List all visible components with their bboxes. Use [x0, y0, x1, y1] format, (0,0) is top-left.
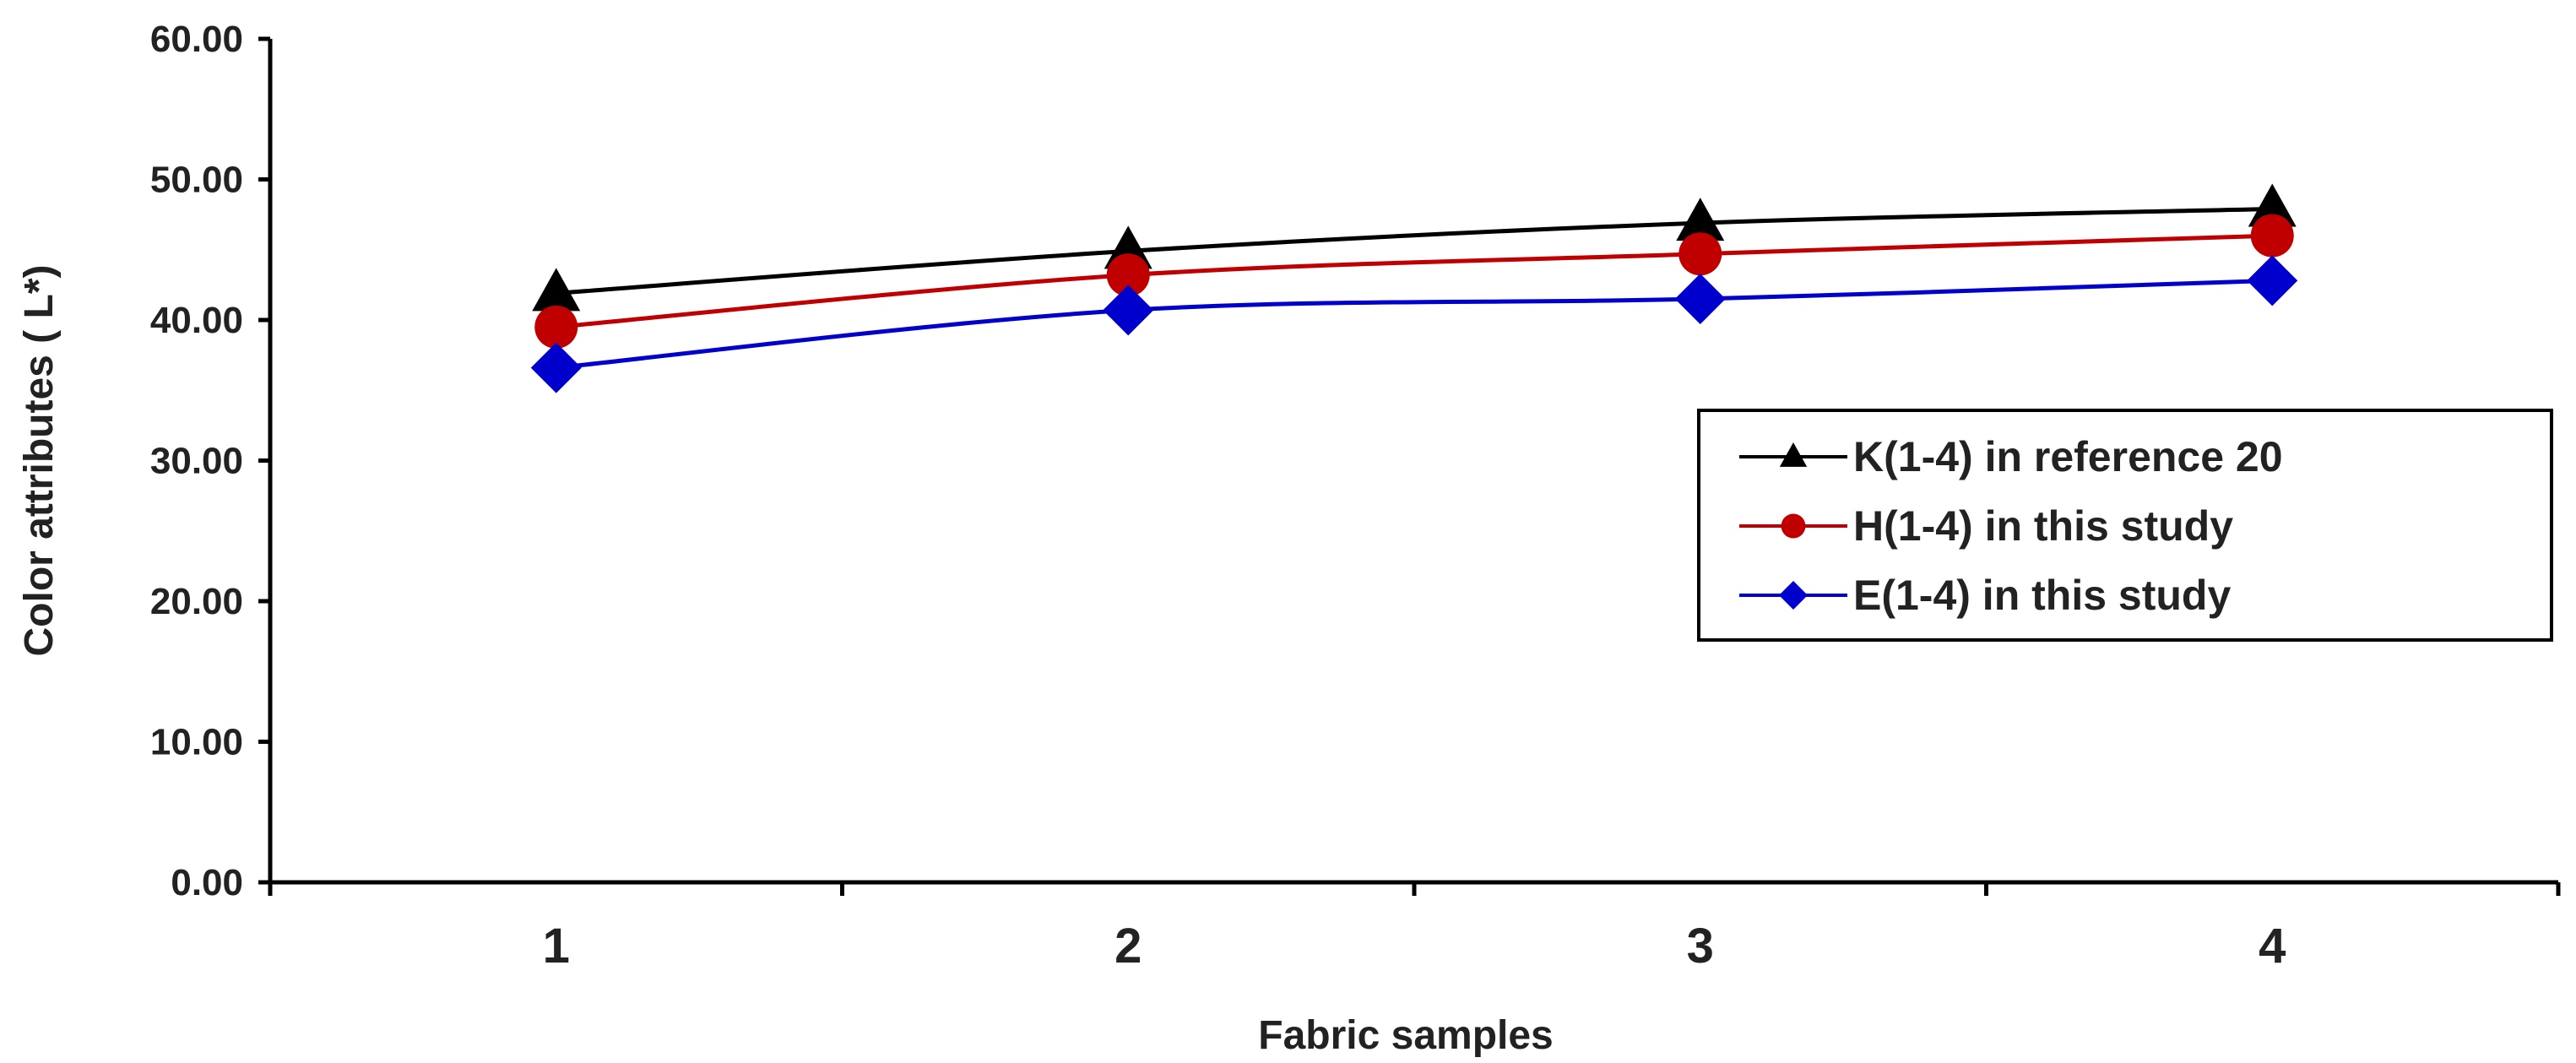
circle-marker: [2250, 214, 2294, 258]
y-tick-label: 50.00: [150, 160, 243, 201]
series-line: [556, 278, 2273, 371]
x-tick-label: 2: [1114, 919, 1142, 974]
x-tick-label: 4: [2259, 919, 2286, 974]
y-tick-label: 10.00: [150, 722, 243, 763]
x-axis-title: Fabric samples: [1258, 1013, 1554, 1058]
y-axis-title: Color attributes ( L*): [17, 265, 62, 657]
circle-marker: [1678, 232, 1722, 276]
triangle-marker: [2248, 183, 2297, 227]
triangle-marker: [1676, 198, 1725, 241]
series-1: [532, 183, 2297, 312]
series-group: [530, 183, 2298, 393]
legend: K(1-4) in reference 20 H(1-4) in this stu…: [1697, 409, 2553, 642]
legend-item: K(1-4) in reference 20: [1739, 433, 2283, 480]
x-axis-ticks: 1 2 3 4: [268, 882, 2561, 974]
series-2: [534, 214, 2294, 349]
triangle-marker: [1779, 442, 1808, 467]
diamond-marker: [2247, 255, 2298, 306]
y-tick-label: 40.00: [150, 300, 243, 341]
y-tick-label: 30.00: [150, 441, 243, 482]
legend-item: E(1-4) in this study: [1739, 572, 2231, 619]
y-tick-label: 60.00: [150, 19, 243, 60]
circle-marker: [534, 305, 578, 349]
diamond-marker: [530, 342, 582, 393]
x-tick-label: 3: [1687, 919, 1714, 974]
legend-item: H(1-4) in this study: [1739, 502, 2233, 550]
y-tick-label: 20.00: [150, 581, 243, 622]
series-line: [556, 233, 2273, 329]
legend-label: K(1-4) in reference 20: [1853, 433, 2283, 480]
triangle-marker: [532, 268, 581, 312]
series-line: [556, 206, 2273, 296]
y-axis-ticks: 0.00 10.00 20.00 30.00 40.00 50.00 60.00: [150, 19, 270, 903]
diamond-marker: [1674, 274, 1726, 325]
diamond-marker: [1103, 285, 1154, 336]
circle-marker: [1781, 513, 1806, 539]
x-tick-label: 1: [543, 919, 570, 974]
legend-label: H(1-4) in this study: [1853, 502, 2233, 550]
series-3: [530, 255, 2298, 393]
legend-label: E(1-4) in this study: [1853, 572, 2231, 619]
y-tick-label: 0.00: [171, 862, 243, 903]
circle-marker: [1106, 253, 1150, 297]
diamond-marker: [1779, 581, 1808, 610]
